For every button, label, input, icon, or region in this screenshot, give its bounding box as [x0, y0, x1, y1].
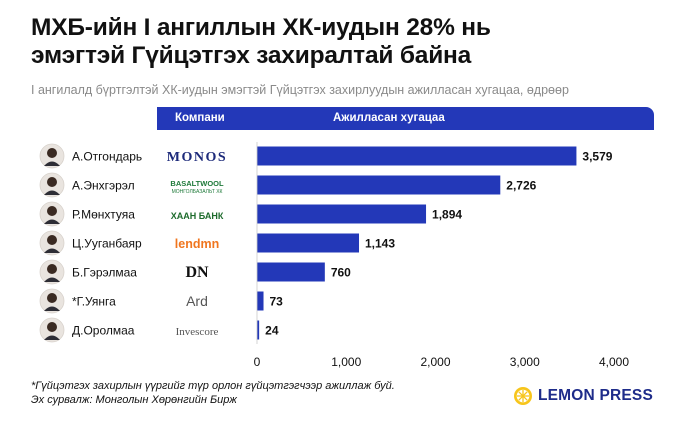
avatar-body: [44, 277, 60, 282]
bar: [257, 291, 264, 311]
x-tick-label: 0: [254, 355, 261, 369]
avatar-head: [47, 322, 57, 332]
company-logo: Invescore: [176, 326, 219, 338]
footnote: *Гүйцэтгэх захирлын үүргийг түр орлон гү…: [31, 380, 395, 392]
company-logo: ХААН БАНК: [171, 211, 224, 221]
avatar-body: [44, 248, 60, 253]
avatar-head: [47, 148, 57, 158]
person-name: Б.Гэрэлмаа: [72, 266, 137, 280]
bar-value-label: 1,143: [365, 237, 395, 251]
title-line-1: МХБ-ийн I ангиллын ХК-иудын 28% нь: [31, 14, 491, 41]
chart-title: МХБ-ийн I ангиллын ХК-иудын 28% нь эмэгт…: [31, 14, 671, 70]
person-name: Р.Мөнхтуяа: [72, 208, 135, 222]
x-tick-label: 2,000: [420, 355, 450, 369]
bar-value-label: 1,894: [432, 208, 462, 222]
avatar-head: [47, 264, 57, 274]
company-logo: MONOS: [167, 150, 227, 165]
bar: [257, 146, 577, 166]
bar: [257, 175, 501, 195]
bar: [257, 233, 360, 253]
x-tick-label: 3,000: [510, 355, 540, 369]
person-name: Д.Оролмаа: [72, 324, 135, 338]
avatar-body: [44, 335, 60, 340]
avatar-head: [47, 235, 57, 245]
lemon-press-logo: LEMON PRESS: [513, 386, 653, 406]
company-logo: lendmn: [175, 237, 219, 251]
bar: [257, 320, 260, 340]
bar: [257, 262, 325, 282]
source-note: Эх сурвалж: Монголын Хөрөнгийн Бирж: [31, 394, 237, 406]
avatar-body: [44, 161, 60, 166]
company-logo: Ard: [186, 293, 208, 309]
lemon-icon: [513, 387, 532, 405]
company-logo: DN: [185, 264, 209, 281]
company-logo: BASALTWOOL: [170, 179, 224, 188]
person-name: Ц.Ууганбаяр: [72, 237, 142, 251]
person-name: *Г.Уянга: [72, 295, 116, 309]
bar: [257, 204, 427, 224]
column-header-bar: Компани Ажилласан хугацаа: [157, 107, 654, 130]
avatar-body: [44, 190, 60, 195]
company-logo-sub: МОНГОЛБАЗАЛЬТ ХК: [172, 189, 223, 195]
avatar-head: [47, 206, 57, 216]
chart-subtitle: I ангилалд бүртгэлтэй ХК-иудын эмэгтэй Г…: [31, 83, 569, 97]
avatar-head: [47, 177, 57, 187]
title-line-2: эмэгтэй Гүйцэтгэх захиралтай байна: [31, 42, 472, 69]
person-name: А.Энхгэрэл: [72, 179, 135, 193]
x-tick-label: 1,000: [331, 355, 361, 369]
bar-value-label: 73: [270, 295, 284, 309]
bar-value-label: 2,726: [506, 179, 536, 193]
avatar-body: [44, 306, 60, 311]
avatar-body: [44, 219, 60, 224]
brand-name: LEMON PRESS: [537, 387, 653, 404]
company-column-header: Компани: [175, 112, 225, 124]
bar-value-label: 24: [265, 324, 279, 338]
bar-value-label: 760: [331, 266, 351, 280]
bar-value-label: 3,579: [582, 150, 612, 164]
x-tick-label: 4,000: [599, 355, 629, 369]
person-name: А.Отгондарь: [72, 150, 142, 164]
avatar-head: [47, 293, 57, 303]
duration-column-header: Ажилласан хугацаа: [333, 112, 445, 124]
